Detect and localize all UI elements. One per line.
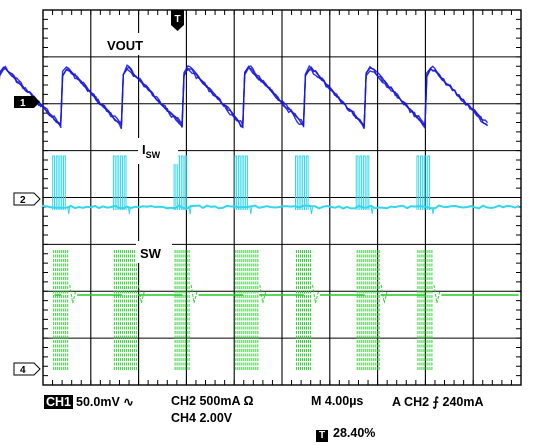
ch1-badge: CH1 (44, 395, 74, 409)
ch2-scale-readout: CH2 500mA Ω (171, 394, 254, 408)
trigger-position-marker: T (171, 10, 184, 31)
timebase-readout: M 4.00µs (311, 394, 364, 408)
sw-burst (296, 250, 319, 370)
sw-burst (113, 250, 145, 370)
isw-burst (173, 155, 192, 215)
graticule-ticks (42, 9, 522, 386)
trigger-level: 240mA (442, 395, 484, 409)
sw-burst (356, 250, 388, 370)
isw-burst (295, 155, 314, 215)
channel-4-marker: 4 (13, 362, 41, 376)
trigger-position: 28.40% (333, 426, 376, 440)
isw-label-sub: SW (146, 150, 161, 160)
isw-burst (355, 155, 374, 215)
isw-burst (52, 155, 71, 215)
trigger-source: A CH2 (392, 395, 430, 409)
isw-burst (234, 155, 253, 215)
isw-label-bg (138, 138, 178, 164)
sw-burst (53, 250, 77, 370)
ch1-scale-readout: CH1 50.0mV ∿ (44, 394, 134, 409)
vout-label-bg (103, 33, 159, 55)
channel-2-marker: 2 (13, 192, 41, 206)
channel-4-number: 4 (20, 365, 26, 376)
trigger-marker-letter: T (174, 14, 180, 25)
isw-label: ISW (142, 142, 161, 160)
isw-baseline-trace (42, 204, 520, 210)
trigger-readout: A CH2 ⨍ 240mA (392, 394, 484, 409)
sw-label-bg (136, 241, 172, 263)
vout-trace (0, 64, 488, 130)
channel-1-number: 1 (20, 98, 26, 109)
channel-markers: 1 2 4 T (13, 10, 184, 376)
rising-edge-icon: ⨍ (432, 395, 440, 409)
channel-1-marker: 1 (14, 96, 40, 109)
trigger-position-badge: T (316, 430, 328, 442)
trace-layer (0, 64, 520, 370)
sw-burst (235, 250, 267, 370)
ch1-scale: 50.0mV (76, 395, 120, 409)
trigger-position-readout: T 28.40% (316, 426, 375, 442)
vout-label: VOUT (107, 38, 143, 53)
trace-label-layer: VOUT ISW SW (103, 33, 178, 263)
isw-burst (416, 155, 435, 215)
sw-label: SW (140, 246, 162, 261)
isw-burst (112, 155, 131, 215)
isw-label-main: I (142, 142, 146, 157)
sw-burst (174, 250, 198, 370)
ch4-scale-readout: CH4 2.00V (171, 411, 233, 425)
channel-2-number: 2 (20, 195, 26, 206)
sw-burst (417, 250, 441, 370)
ch1-coupling-icon: ∿ (123, 395, 134, 409)
